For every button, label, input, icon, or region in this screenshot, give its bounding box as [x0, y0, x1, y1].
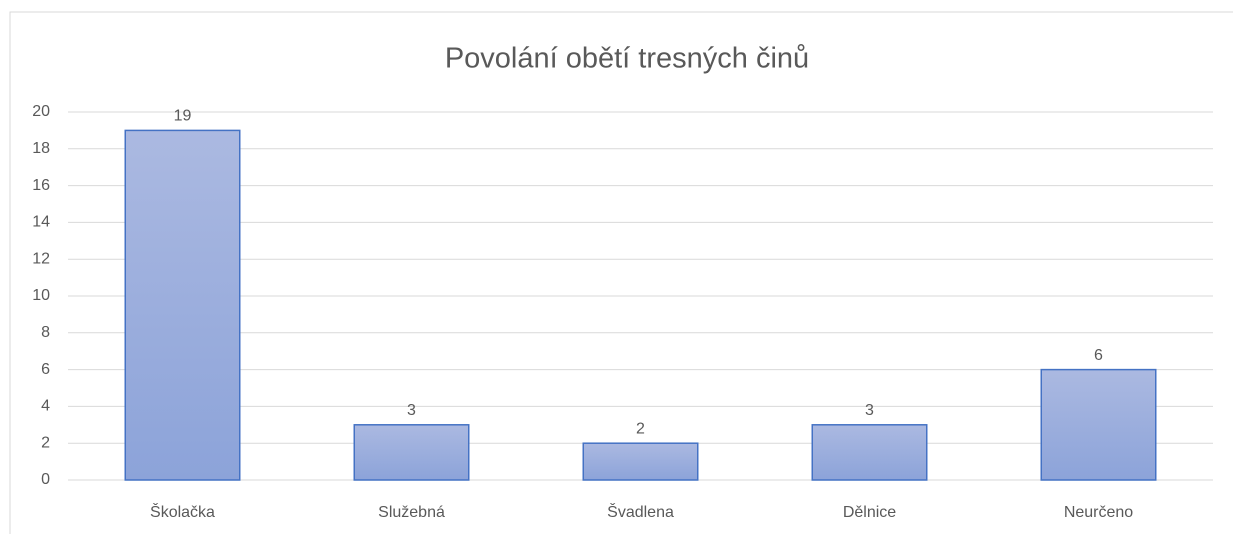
data-label: 19: [174, 108, 192, 125]
data-label: 3: [865, 402, 874, 419]
y-tick-label: 18: [32, 140, 50, 157]
bar: [1040, 368, 1157, 481]
y-tick-label: 0: [41, 471, 50, 488]
x-tick-label: Neurčeno: [1064, 504, 1133, 521]
y-tick-label: 14: [32, 214, 50, 231]
y-tick-label: 4: [41, 398, 50, 415]
data-label: 6: [1094, 347, 1103, 364]
bar: [353, 424, 470, 481]
y-tick-label: 10: [32, 287, 50, 304]
data-label: 2: [636, 420, 645, 437]
x-tick-label: Služebná: [378, 504, 445, 521]
x-tick-label: Dělnice: [843, 504, 896, 521]
bar: [582, 442, 699, 481]
y-tick-label: 8: [41, 324, 50, 341]
data-label: 3: [407, 402, 416, 419]
x-tick-label: Švadlena: [607, 502, 674, 521]
bar: [811, 424, 928, 481]
bar: [124, 129, 241, 481]
y-tick-label: 16: [32, 177, 50, 194]
x-tick-label: Školačka: [150, 502, 215, 521]
y-tick-label: 2: [41, 434, 50, 451]
chart-title: Povolání obětí tresných činů: [445, 43, 809, 75]
y-tick-label: 12: [32, 250, 50, 267]
y-tick-label: 20: [32, 103, 50, 120]
y-tick-label: 6: [41, 361, 50, 378]
chart-border: [9, 11, 1233, 534]
